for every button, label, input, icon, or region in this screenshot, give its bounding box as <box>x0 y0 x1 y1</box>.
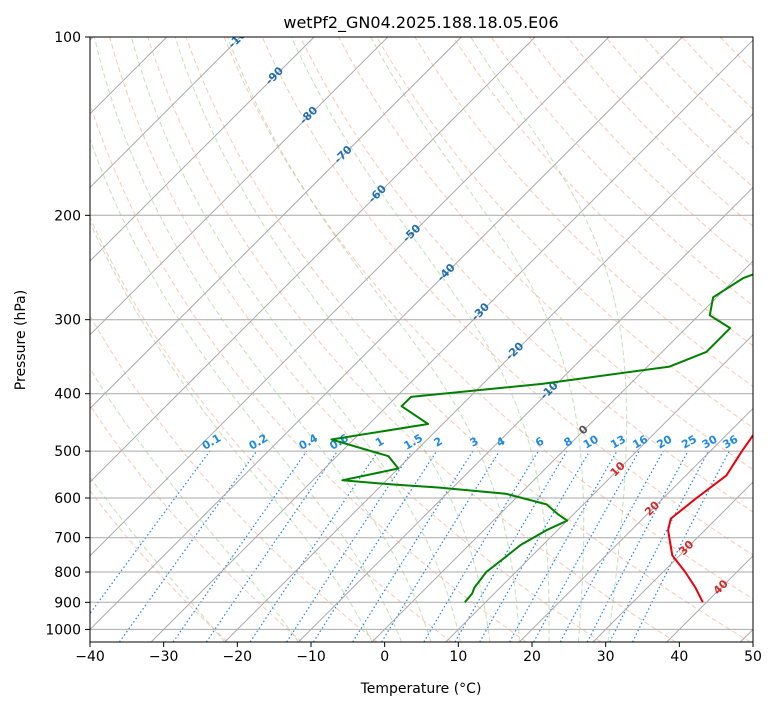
x-tick-label: −20 <box>223 649 253 665</box>
mixing-ratio-line <box>559 450 664 642</box>
isotherm-line <box>90 37 389 336</box>
dry-adiabat-line <box>147 37 676 642</box>
isotherm-line <box>90 37 610 557</box>
y-tick-label: 300 <box>54 313 81 329</box>
isotherm-line <box>445 334 753 642</box>
dry-adiabat-line <box>185 37 751 642</box>
isotherm-line <box>90 37 241 189</box>
chart-title: wetPf2_GN04.2025.188.18.05.E06 <box>283 13 558 33</box>
y-tick-label: 100 <box>54 30 81 46</box>
y-tick-label: 1000 <box>45 622 81 638</box>
dry-adiabat-line <box>223 37 753 600</box>
mixing-ratio-line <box>90 450 211 615</box>
dry-adiabat-line <box>490 37 753 307</box>
moist-adiabat-line <box>290 37 550 642</box>
isotherm-line <box>298 186 753 642</box>
y-tick-label: 500 <box>54 444 81 460</box>
moist-adiabat-line <box>174 37 491 642</box>
y-tick-label: 600 <box>54 491 81 507</box>
x-tick-label: 30 <box>597 649 615 665</box>
y-axis: 100 200 300 400 500 600 700 800 900 1000 <box>45 30 90 638</box>
x-tick-label: 40 <box>670 649 688 665</box>
isotherm-line <box>90 37 683 631</box>
x-tick-label: −30 <box>149 649 179 665</box>
mixing-ratio-line <box>312 450 438 642</box>
isotherm-line <box>519 407 753 642</box>
mixing-ratio-line <box>172 450 308 642</box>
dry-adiabat-line <box>414 37 753 388</box>
dry-adiabat-line <box>90 489 228 642</box>
dry-adiabat-line <box>90 404 303 642</box>
mixing-ratio-line <box>509 450 618 642</box>
mixing-ratio-line <box>533 450 640 642</box>
x-tick-label: 10 <box>449 649 467 665</box>
y-tick-label: 800 <box>54 565 81 581</box>
x-tick-label: 0 <box>380 649 389 665</box>
moist-adiabat-line <box>130 37 461 642</box>
dry-adiabat-line <box>90 102 527 642</box>
isotherm-line <box>90 37 315 262</box>
moist-adiabat-line <box>470 37 628 642</box>
x-tick-label: −40 <box>75 649 105 665</box>
isotherm-line <box>90 37 462 410</box>
x-tick-label: 50 <box>744 649 762 665</box>
mixing-ratio-line <box>632 450 730 642</box>
isotherm-line <box>371 260 753 642</box>
mixing-ratio-line <box>249 450 379 642</box>
background-lines <box>90 37 753 642</box>
mixing-ratio-line <box>352 450 474 642</box>
moist-adiabat-line <box>93 37 432 642</box>
isotherm-line <box>592 481 753 642</box>
y-tick-label: 400 <box>54 387 81 403</box>
y-axis-label: Pressure (hPa) <box>13 290 29 390</box>
x-tick-label: 20 <box>523 649 541 665</box>
y-tick-label: 200 <box>54 208 81 224</box>
mixing-ratio-line <box>119 450 258 642</box>
dry-adiabat-line <box>90 216 452 642</box>
dry-adiabat-line <box>261 37 753 556</box>
y-tick-label: 900 <box>54 595 81 611</box>
moist-adiabat-line <box>370 37 585 642</box>
isotherm-line <box>90 37 536 483</box>
x-tick-label: −10 <box>296 649 326 665</box>
dry-adiabat-line <box>338 37 753 471</box>
moist-adiabat-line <box>90 476 226 642</box>
isotherm-line <box>150 39 753 642</box>
y-tick-label: 700 <box>54 531 81 547</box>
isotherm-line <box>224 113 753 642</box>
moist-adiabat-line <box>227 37 520 642</box>
profile-series <box>330 273 753 603</box>
dewpoint-profile-line <box>330 273 753 603</box>
mixing-ratio-line <box>205 450 338 642</box>
plot-frame <box>89 36 754 643</box>
moist-adiabat-line <box>90 220 373 642</box>
temperature-profile-line <box>667 433 753 603</box>
mixing-ratio-line <box>286 450 413 642</box>
dry-adiabat-line <box>90 314 378 642</box>
dry-adiabat-line <box>109 37 602 642</box>
x-axis-label: Temperature (°C) <box>360 681 482 697</box>
x-axis: −40 −30 −20 −10 0 10 20 30 40 50 <box>75 642 762 665</box>
mixing-ratio-line <box>381 450 501 642</box>
